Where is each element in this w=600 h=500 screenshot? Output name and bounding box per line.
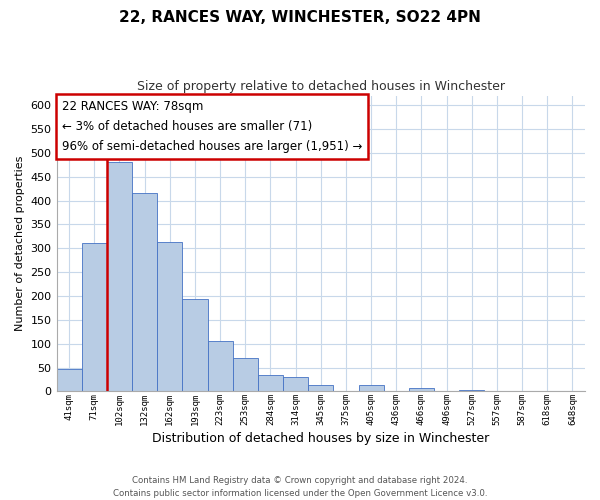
Y-axis label: Number of detached properties: Number of detached properties bbox=[15, 156, 25, 331]
Bar bbox=[157, 242, 182, 392]
Bar bbox=[82, 242, 107, 392]
Text: 22, RANCES WAY, WINCHESTER, SO22 4PN: 22, RANCES WAY, WINCHESTER, SO22 4PN bbox=[119, 10, 481, 25]
Title: Size of property relative to detached houses in Winchester: Size of property relative to detached ho… bbox=[137, 80, 505, 93]
Bar bbox=[132, 194, 157, 392]
Bar bbox=[409, 388, 434, 392]
Bar bbox=[233, 358, 258, 392]
Bar bbox=[283, 377, 308, 392]
X-axis label: Distribution of detached houses by size in Winchester: Distribution of detached houses by size … bbox=[152, 432, 490, 445]
Bar bbox=[258, 374, 283, 392]
Text: Contains HM Land Registry data © Crown copyright and database right 2024.
Contai: Contains HM Land Registry data © Crown c… bbox=[113, 476, 487, 498]
Bar bbox=[208, 342, 233, 392]
Bar bbox=[308, 384, 334, 392]
Bar bbox=[459, 390, 484, 392]
Bar bbox=[107, 162, 132, 392]
Text: 22 RANCES WAY: 78sqm
← 3% of detached houses are smaller (71)
96% of semi-detach: 22 RANCES WAY: 78sqm ← 3% of detached ho… bbox=[62, 100, 362, 153]
Bar bbox=[359, 384, 383, 392]
Bar bbox=[56, 369, 82, 392]
Bar bbox=[182, 300, 208, 392]
